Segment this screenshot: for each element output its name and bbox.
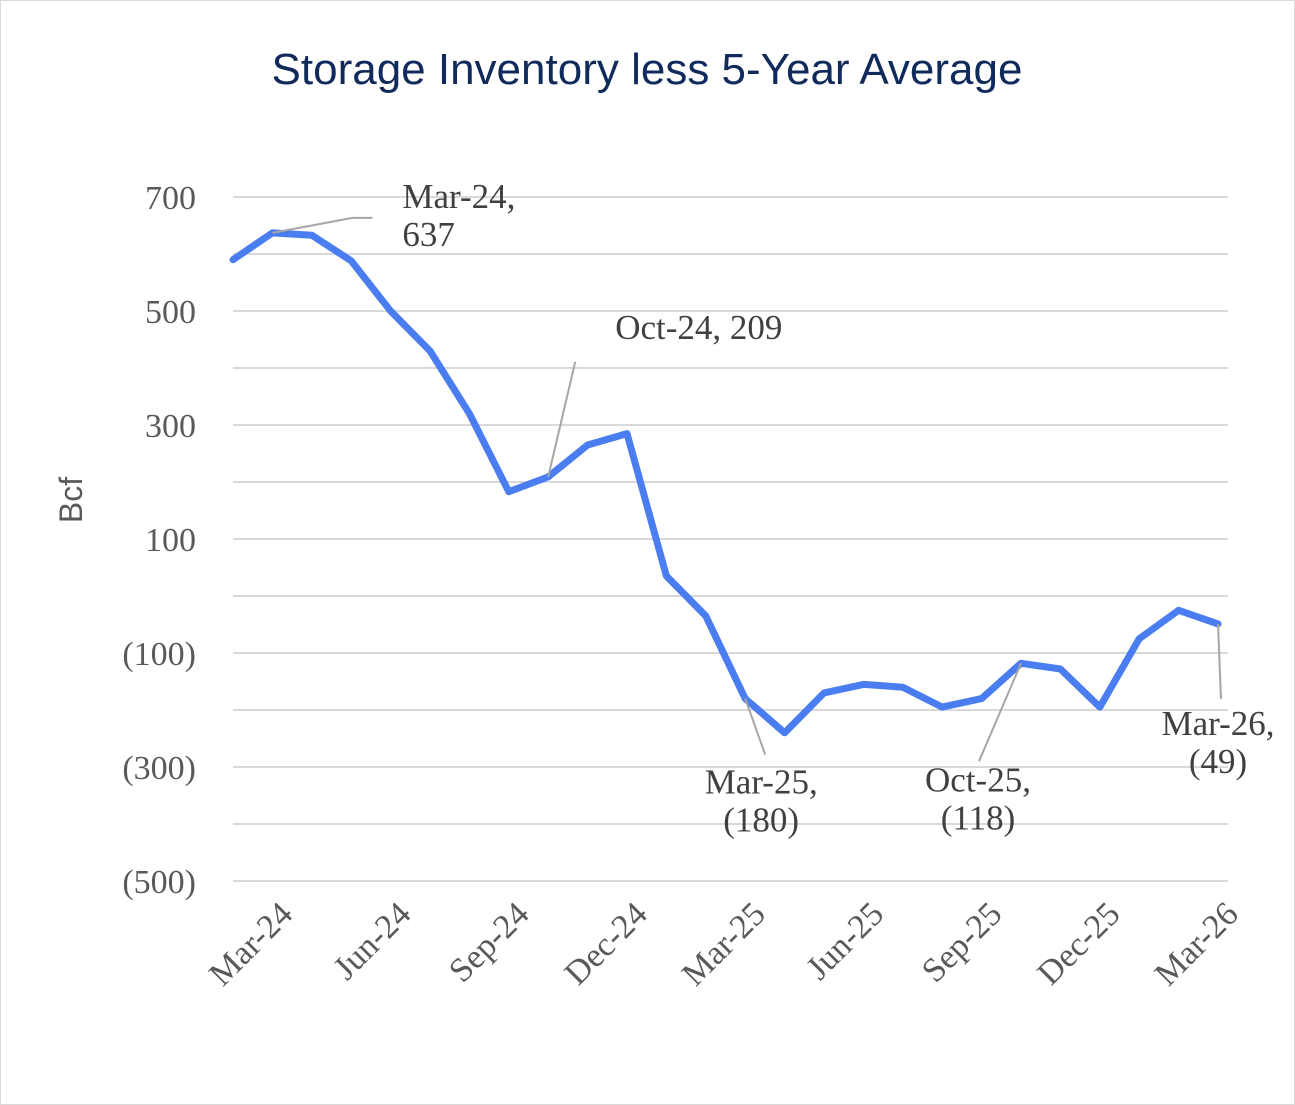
annotations: Mar-24,637 Oct-24, 209 Mar-25,(180) Oct-25,… [272,177,1275,840]
y-tick-label: (500) [122,864,196,901]
x-tick-label: Mar-26 [1148,895,1246,993]
x-tick-label: Mar-25 [675,895,773,993]
y-tick-label: 300 [145,408,196,445]
annotation-leader [272,216,373,234]
annotation-leader [547,361,577,478]
y-tick-label: 100 [145,522,196,559]
y-tick-label: 500 [145,294,196,331]
series-line [229,229,1222,737]
data-label: Mar-26, [1161,704,1274,743]
series-layer [229,229,1222,737]
x-tick-label: Mar-24 [202,895,300,993]
data-label: Mar-25, [705,763,818,802]
y-tick-label: (300) [122,750,196,787]
x-tick-label: Jun-25 [799,895,891,987]
annotation-leader [744,698,767,755]
gridlines [233,196,1228,882]
data-label: 637 [402,215,455,254]
x-tick-label: Sep-25 [915,895,1009,989]
annotation-leader [1217,623,1222,699]
data-label: (118) [941,798,1016,837]
x-tick-label: Sep-24 [442,895,536,989]
y-tick-label: (100) [122,636,196,673]
data-label: Oct-24, 209 [615,308,782,347]
chart-title: Storage Inventory less 5-Year Average [272,45,1023,94]
y-tick-label: 700 [145,180,196,217]
data-label: Oct-25, [925,760,1031,799]
data-label: (49) [1189,742,1247,781]
annotation-leader [978,662,1022,762]
x-tick-label: Dec-24 [558,895,655,992]
data-label: (180) [723,801,799,840]
x-tick-label: Jun-24 [327,895,419,987]
x-tick-label: Dec-25 [1031,895,1128,992]
y-axis-label: Bcf [53,477,89,523]
x-axis-ticks: Mar-24 Jun-24 Sep-24 Dec-24 Mar-25 Jun-25 Sep-… [202,895,1245,993]
y-axis-ticks: 700 500 300 100 (100) (300) (500) [122,180,196,901]
data-label: Mar-24, [402,177,515,216]
